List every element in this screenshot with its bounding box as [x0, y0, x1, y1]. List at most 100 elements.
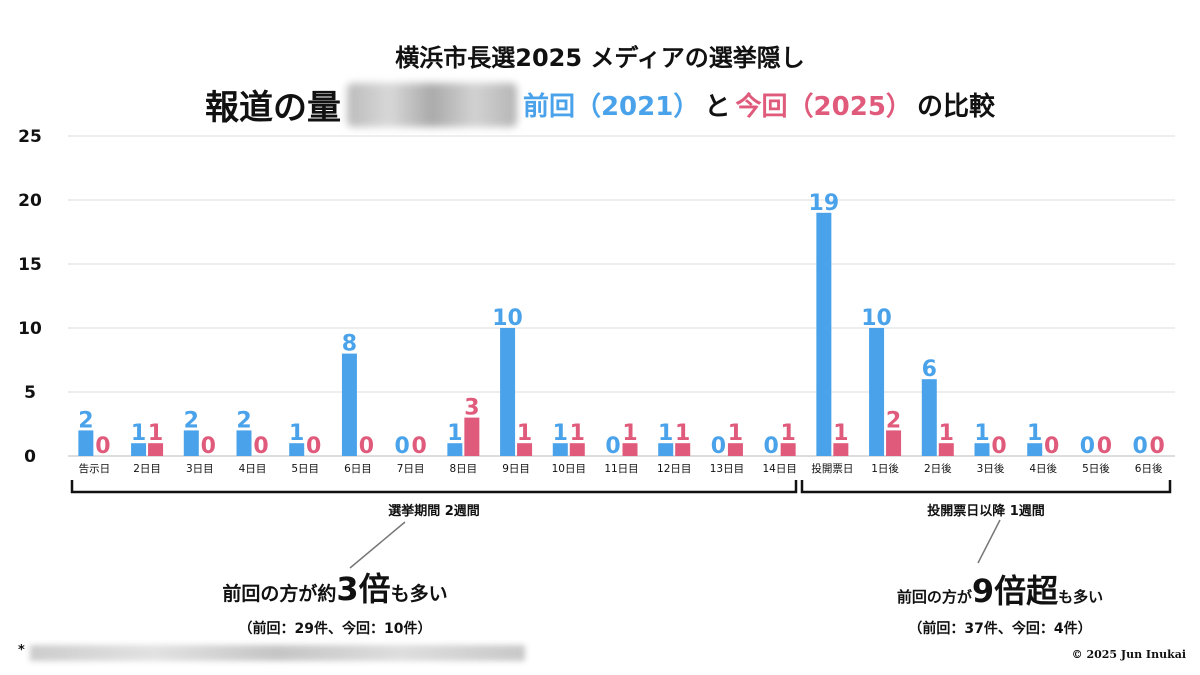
bar-current [886, 430, 902, 456]
x-tick-label: 4日後 [1029, 462, 1057, 475]
subtitle-tail: の比較 [917, 92, 996, 122]
bracket-label-after: 投開票日以降 1週間 [927, 504, 1045, 519]
x-tick-label: 2日目 [133, 463, 161, 475]
bar-current [675, 443, 691, 456]
x-tick-label: 2日後 [924, 462, 952, 475]
bar-current [517, 443, 533, 456]
subtitle-current: 今回（2025） [735, 92, 912, 122]
bar-previous [447, 443, 463, 456]
bar-previous [552, 443, 568, 456]
data-label: 1 [658, 421, 673, 446]
data-label: 1 [622, 421, 637, 446]
y-tick-label: 0 [24, 447, 36, 467]
data-label: 8 [342, 332, 357, 357]
data-label: 1 [447, 421, 462, 446]
bar-current [833, 443, 849, 456]
x-tick-label: 11日目 [604, 463, 638, 475]
data-label: 1 [780, 421, 795, 446]
data-label: 6 [922, 357, 937, 382]
data-label: 0 [394, 434, 409, 459]
x-tick-label: 7日目 [397, 463, 425, 475]
subtitle-main: 報道の量 [204, 88, 341, 128]
subtitle-and: と [704, 92, 731, 122]
bar-previous [289, 443, 305, 456]
bar-previous [183, 430, 199, 456]
data-label: 1 [517, 421, 532, 446]
data-label: 0 [411, 434, 426, 459]
bar-previous [974, 443, 990, 456]
note-left-big: 3倍 [336, 570, 391, 608]
bracket-period [70, 480, 798, 494]
x-tick-label: 5日目 [291, 463, 319, 475]
note-left: 前回の方が約3倍も多い [150, 564, 520, 610]
bar-previous [869, 328, 885, 456]
bracket-label-period: 選挙期間 2週間 [388, 504, 480, 519]
x-tick-label: 10日目 [552, 463, 586, 475]
bar-current [938, 443, 954, 456]
blurred-footnote [30, 645, 525, 661]
y-tick-label: 15 [18, 255, 42, 275]
copyright: © 2025 Jun Inukai [1071, 648, 1186, 661]
x-tick-label: 6日目 [344, 463, 372, 475]
bar-previous [658, 443, 674, 456]
x-tick-label: 12日目 [657, 463, 691, 475]
note-left-pre: 前回の方が約 [222, 583, 337, 605]
data-label: 0 [605, 434, 620, 459]
data-label: 2 [236, 408, 251, 433]
note-right-pre: 前回の方が [896, 588, 972, 606]
x-tick-label: 6日後 [1135, 462, 1163, 475]
note-right-big: 9倍超 [971, 572, 1059, 610]
y-tick-label: 5 [24, 383, 36, 403]
data-label: 3 [464, 396, 479, 421]
x-tick-label: 投開票日 [811, 462, 853, 475]
data-label: 0 [991, 434, 1006, 459]
x-tick-label: 14日目 [762, 463, 796, 475]
data-label: 1 [148, 421, 163, 446]
bar-previous [131, 443, 147, 456]
x-tick-label: 告示日 [79, 462, 111, 475]
note-right: 前回の方が9倍超も多い [830, 566, 1170, 612]
bar-previous [236, 430, 252, 456]
data-label: 2 [886, 408, 901, 433]
data-label: 1 [939, 421, 954, 446]
pointer-line-right [977, 519, 1001, 564]
bar-current [622, 443, 638, 456]
bar-previous [78, 430, 94, 456]
x-tick-label: 3日目 [186, 463, 214, 475]
x-tick-label: 3日後 [977, 462, 1005, 475]
blurred-text [346, 82, 517, 127]
data-label: 0 [1080, 434, 1095, 459]
note-right-sub: （前回：37件、今回：4件） [908, 621, 1092, 637]
bar-previous [921, 379, 937, 456]
x-tick-label: 13日目 [710, 463, 744, 475]
y-tick-label: 25 [18, 127, 42, 147]
x-tick-label: 4日目 [239, 463, 267, 475]
data-label: 0 [711, 434, 726, 459]
bar-current [569, 443, 585, 456]
data-label: 10 [861, 306, 892, 331]
x-tick-label: 8日目 [450, 463, 478, 475]
chart-title: 横浜市長選2025 メディアの選挙隠し [395, 44, 805, 72]
y-tick-label: 20 [18, 191, 42, 211]
data-label: 1 [974, 421, 989, 446]
data-label: 0 [763, 434, 778, 459]
note-left-sub: （前回：29件、今回：10件） [238, 621, 432, 637]
bar-previous [341, 353, 357, 456]
bar-current [727, 443, 743, 456]
x-tick-label: 9日目 [502, 463, 530, 475]
bar-previous [1027, 443, 1043, 456]
data-label: 1 [289, 421, 304, 446]
data-label: 2 [184, 408, 199, 433]
bar-current [780, 443, 796, 456]
subtitle-previous: 前回（2021） [522, 92, 700, 122]
footnote-asterisk: * [18, 643, 25, 658]
data-label: 0 [1132, 434, 1147, 459]
data-label: 0 [201, 434, 216, 459]
note-left-post: も多い [390, 583, 448, 605]
data-label: 1 [553, 421, 568, 446]
data-label: 0 [359, 434, 374, 459]
bracket-after [800, 480, 1172, 494]
data-label: 0 [1044, 434, 1059, 459]
data-label: 2 [78, 408, 93, 433]
